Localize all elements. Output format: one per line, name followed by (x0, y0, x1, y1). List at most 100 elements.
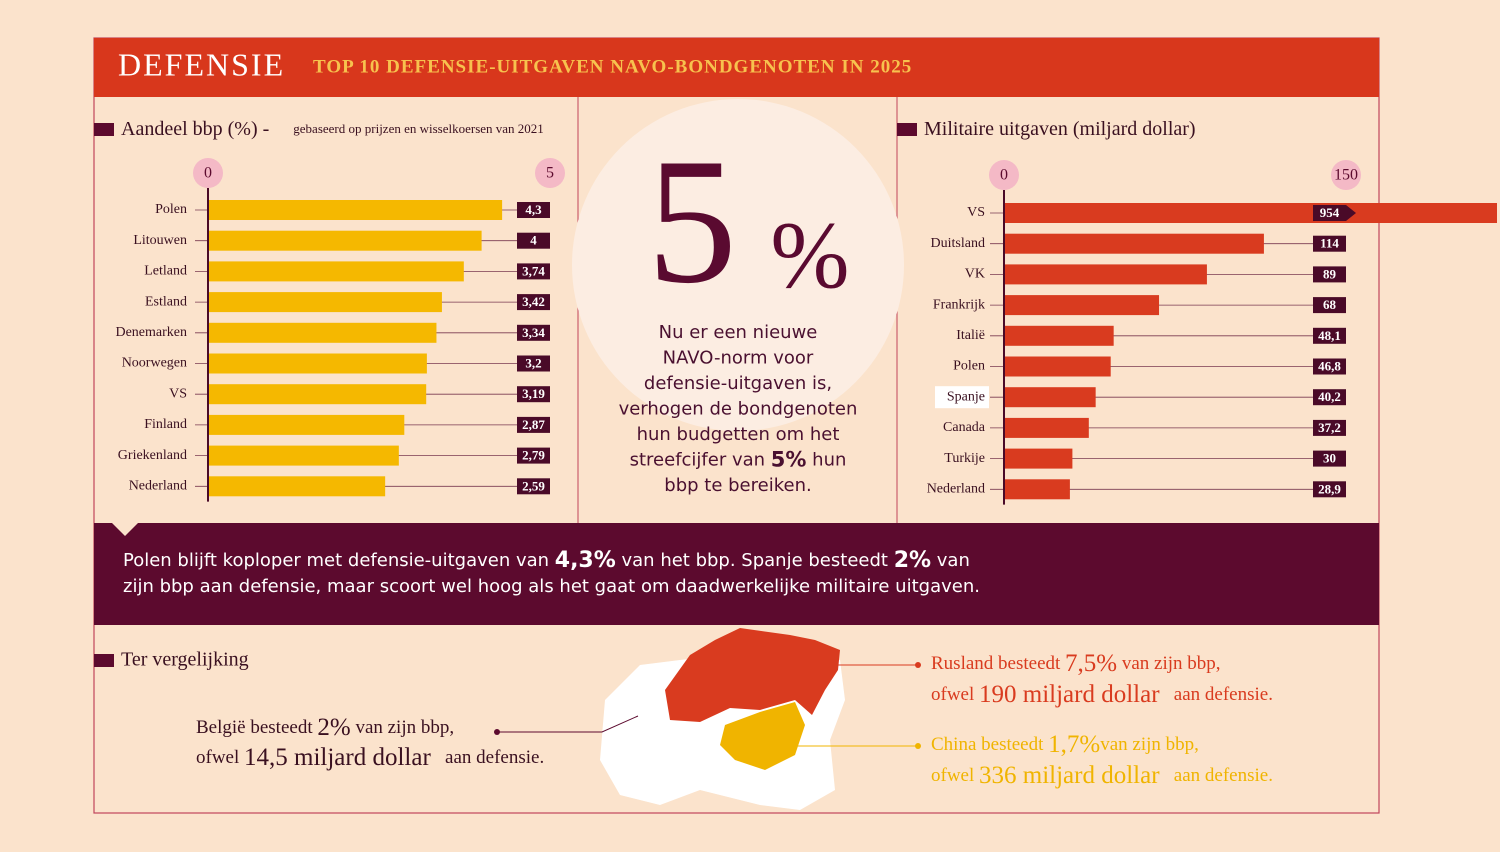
bar (208, 353, 427, 374)
text-line: streefcijfer van 5% hun (630, 448, 847, 472)
text-segment: NAVO-norm voor (663, 348, 814, 369)
text-segment: bbp te bereiken. (664, 475, 811, 496)
text-line: hun budgetten om het (637, 424, 840, 445)
value-box (517, 355, 550, 372)
callout-number: 5 (647, 121, 737, 320)
bar (208, 261, 464, 282)
value-box (517, 202, 550, 218)
x-tick-label: 0 (1000, 167, 1008, 184)
legend-square (897, 123, 917, 136)
value-label: 3,74 (522, 263, 545, 278)
emphasis: 2% (317, 714, 350, 741)
emphasis: 7,5% (1065, 650, 1117, 677)
category-label: Duitsland (931, 236, 985, 251)
value-box (1313, 481, 1346, 498)
x-tick-label: 5 (546, 165, 554, 182)
category-label: Noorwegen (122, 356, 187, 371)
text-line: verhogen de bondgenoten (619, 399, 858, 420)
map (600, 628, 845, 810)
category-label: Estland (145, 294, 187, 309)
value-box (1313, 327, 1346, 344)
value-box (517, 232, 550, 249)
value-box (1313, 358, 1346, 375)
text-segment: aan defensie. (1160, 684, 1273, 705)
leader-dot (494, 729, 500, 735)
text-line: Rusland besteedt 7,5% van zijn bbp, (931, 650, 1221, 677)
text-line: ofwel 336 miljard dollar aan defensie. (931, 762, 1273, 789)
text-line: Nu er een nieuwe (659, 322, 818, 343)
bar (208, 322, 437, 343)
text-segment: Polen blijft koploper met defensie-uitga… (123, 550, 555, 571)
category-label: Denemarken (115, 325, 187, 340)
chart-title: Aandeel bbp (%) - (121, 118, 269, 140)
value-label: 4,3 (525, 202, 542, 217)
value-box (1313, 450, 1346, 467)
header-title: DEFENSIE (118, 46, 285, 82)
value-label: 954 (1320, 205, 1340, 220)
bar (208, 445, 399, 466)
text-segment: China besteedt (931, 734, 1048, 755)
bar (208, 292, 442, 313)
emphasis: 1,7% (1048, 731, 1100, 758)
text-line: zijn bbp aan defensie, maar scoort wel h… (123, 576, 980, 597)
text-segment: zijn bbp aan defensie, maar scoort wel h… (123, 576, 980, 597)
emphasis: 14,5 miljard dollar (244, 744, 431, 771)
banner (94, 523, 1379, 625)
header-subtitle: TOP 10 DEFENSIE-UITGAVEN NAVO-BONDGENOTE… (313, 56, 912, 77)
text-line: België besteedt 2% van zijn bbp, (196, 714, 454, 741)
category-label: Polen (953, 359, 985, 374)
bar (1004, 417, 1089, 438)
value-label: 37,2 (1318, 420, 1341, 435)
bar (1004, 203, 1497, 223)
category-label: Frankrijk (933, 297, 985, 312)
legend-square (94, 123, 114, 136)
text-line: ofwel 14,5 miljard dollar aan defensie. (196, 744, 544, 771)
chart-title: Militaire uitgaven (miljard dollar) (924, 118, 1196, 140)
value-box (517, 478, 550, 495)
category-label: Turkije (944, 451, 985, 466)
value-label: 3,42 (522, 294, 545, 309)
bar (208, 230, 482, 251)
value-box (1313, 389, 1346, 406)
text-segment: België besteedt (196, 717, 317, 738)
bar (1004, 479, 1070, 500)
value-box (1313, 205, 1346, 221)
value-label: 4 (530, 233, 537, 248)
text-line: NAVO-norm voor (663, 348, 814, 369)
text-line: bbp te bereiken. (664, 475, 811, 496)
bar (1004, 325, 1114, 346)
emphasis: 190 miljard dollar (979, 681, 1160, 708)
category-label: VS (169, 386, 187, 401)
leader-dot (915, 743, 921, 749)
value-label: 3,34 (522, 325, 545, 340)
text-line: Polen blijft koploper met defensie-uitga… (123, 548, 970, 573)
value-label: 89 (1323, 266, 1337, 281)
bar (1004, 233, 1264, 254)
category-label: Nederland (129, 479, 187, 494)
text-segment: van zijn bbp, (351, 717, 454, 738)
overflow-arrow (1346, 205, 1356, 221)
value-box (517, 294, 550, 311)
bar (1004, 448, 1073, 469)
category-label: Letland (144, 264, 187, 279)
chart-title: Aandeel bbp (%) - gebaseerd op prijzen en… (121, 118, 544, 140)
text-segment: ofwel (196, 747, 244, 768)
text-line: China besteedt 1,7%van zijn bbp, (931, 731, 1199, 758)
leader-dot (915, 662, 921, 668)
value-label: 2,79 (522, 448, 545, 463)
bar (1004, 387, 1096, 408)
text-segment: ofwel (931, 684, 979, 705)
value-box (517, 416, 550, 433)
leader-line (497, 715, 639, 733)
emphasis: 4,3% (555, 548, 616, 573)
value-box (517, 386, 550, 403)
value-label: 3,19 (522, 386, 545, 401)
text-segment: van het bbp. Spanje besteedt (616, 550, 894, 571)
value-box (517, 324, 550, 341)
emphasis: 336 miljard dollar (979, 762, 1160, 789)
tick-marker (1331, 160, 1361, 190)
value-label: 114 (1320, 236, 1339, 251)
text-segment: verhogen de bondgenoten (619, 399, 858, 420)
value-box (517, 263, 550, 280)
